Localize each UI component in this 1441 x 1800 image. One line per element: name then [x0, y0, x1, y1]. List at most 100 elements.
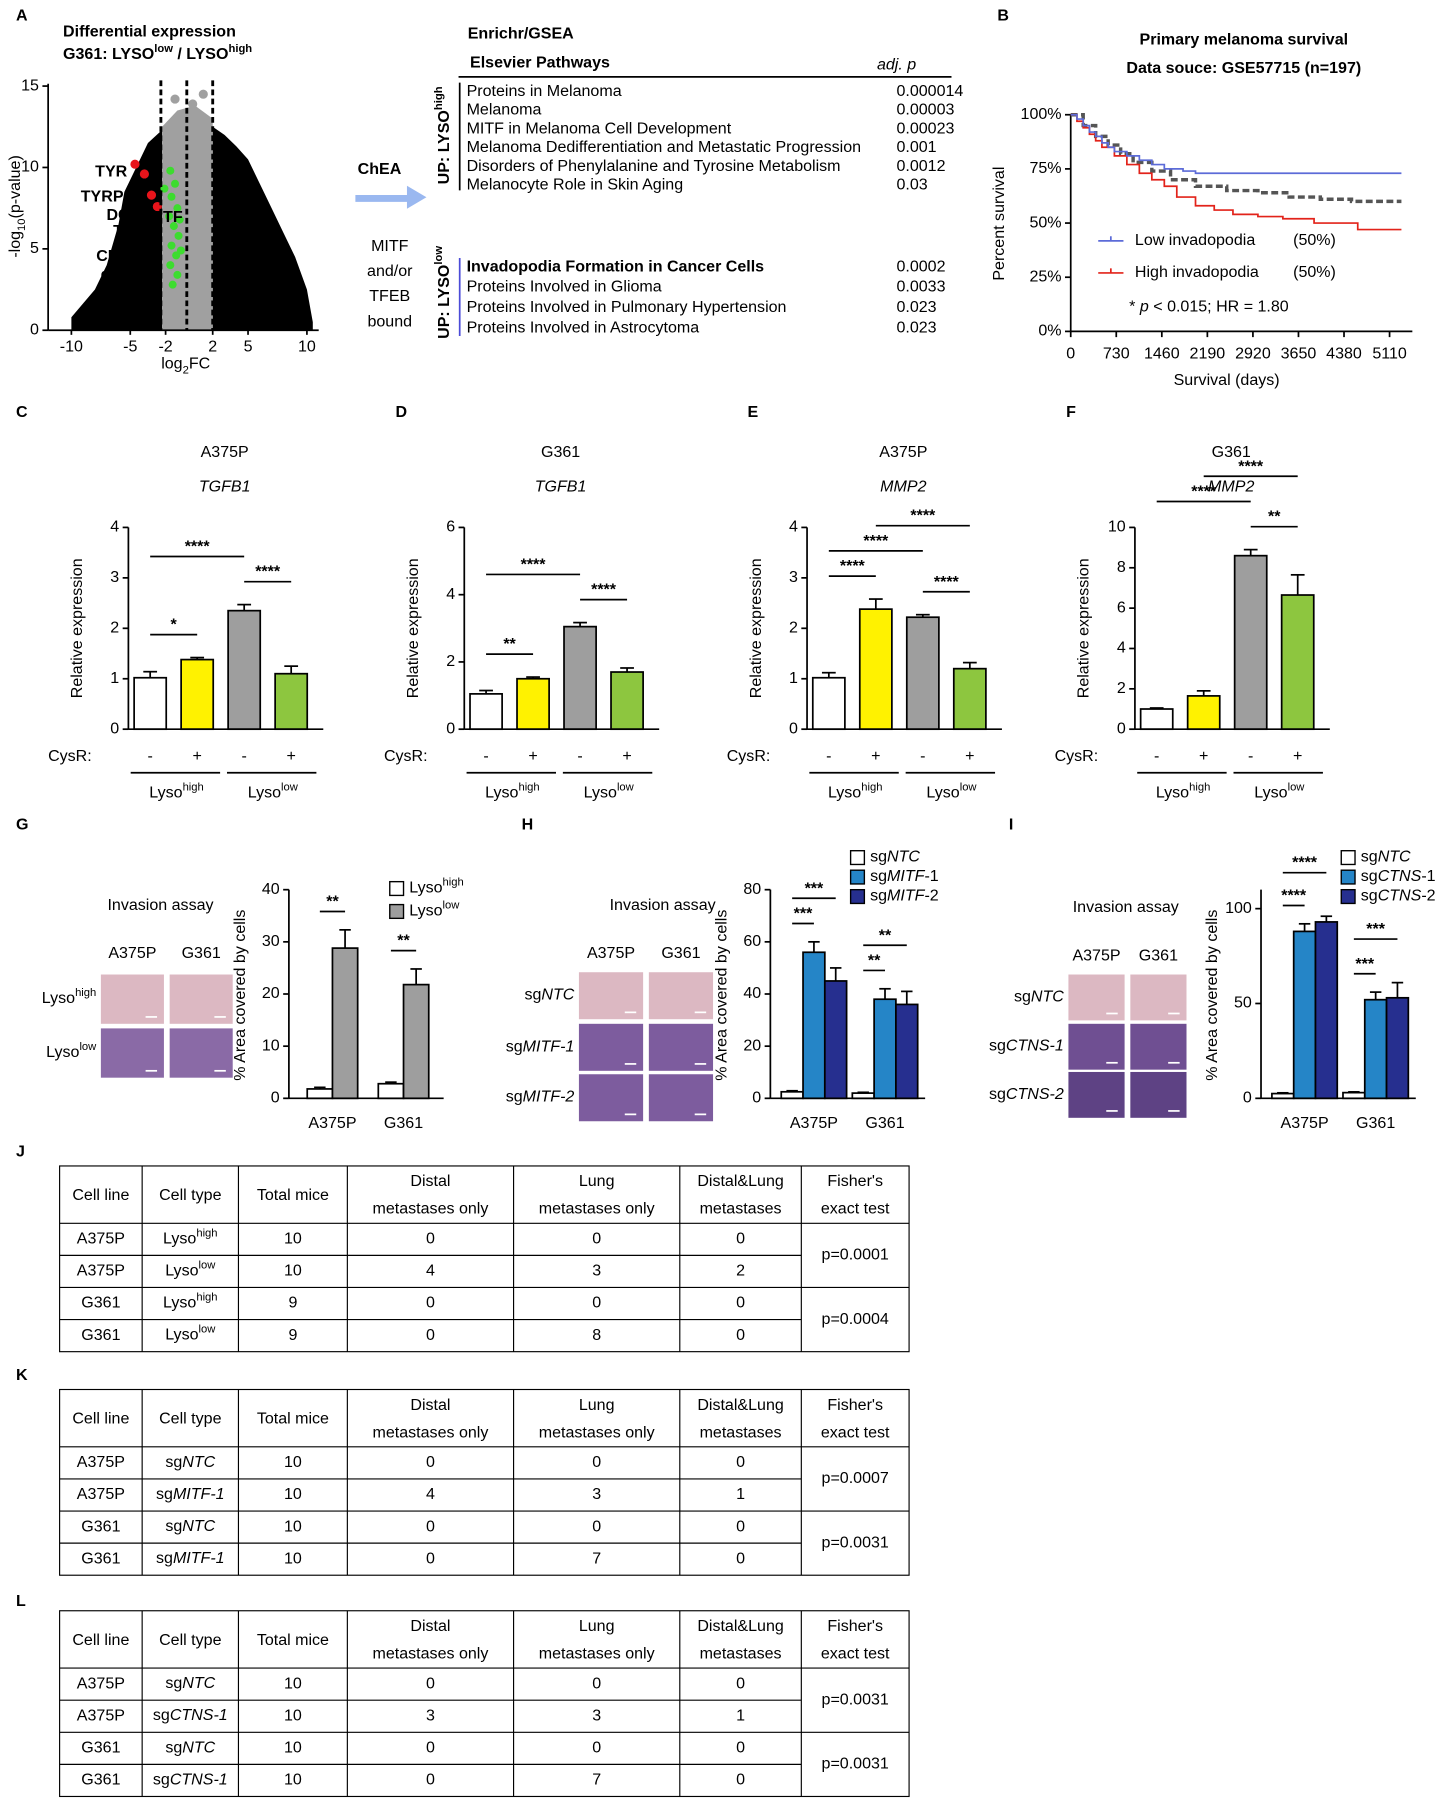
y-tick-label: 0 [30, 320, 39, 338]
error-bar [962, 661, 977, 669]
table-cell: sgMITF-1 [156, 1549, 225, 1567]
panel-label: K [16, 1366, 28, 1384]
micrograph [100, 974, 164, 1024]
table-cell: G361 [81, 1294, 120, 1312]
table-border [59, 1388, 910, 1576]
legend-swatch [849, 869, 866, 885]
x-tick-label: + [622, 747, 631, 765]
x-axis-label: CysR: [48, 747, 92, 765]
text-part: sg [1361, 867, 1378, 885]
survival-curve [1070, 113, 1402, 204]
table-cell: sgNTC [165, 1674, 215, 1692]
y-tick-label: 10 [1108, 518, 1126, 536]
group-label: Lysolow [584, 781, 635, 801]
error-bar [901, 990, 913, 1005]
x-axis-label: CysR: [384, 747, 428, 765]
table-cell: sgMITF-1 [156, 1485, 225, 1503]
gene-label: DC [106, 206, 130, 224]
text-part: sg [153, 1706, 170, 1724]
column-label: A375P [1072, 946, 1120, 964]
table-cell: 10 [284, 1771, 302, 1789]
error-bar [1290, 573, 1305, 596]
legend-label: sgCTNS-2 [1361, 887, 1436, 905]
x-tick-label: 1460 [1144, 345, 1180, 363]
table-cell: 0 [426, 1771, 435, 1789]
significance-label: ** [397, 932, 410, 950]
table-cell: 10 [284, 1485, 302, 1503]
error-bar [237, 603, 252, 611]
error-bar [915, 613, 930, 618]
column-label: A375P [587, 944, 635, 962]
table-cell: 7 [592, 1771, 601, 1789]
table-header: Fisher's [827, 1617, 883, 1635]
table-cell: 4 [426, 1262, 435, 1280]
pathway-p: 0.00003 [896, 101, 954, 119]
text-part: log [161, 355, 182, 373]
bar [1233, 554, 1268, 731]
table-cell: 10 [284, 1674, 302, 1692]
significance-label: **** [910, 507, 936, 525]
chart-subtitle: TGFB1 [535, 478, 587, 496]
significance-label: **** [863, 532, 889, 550]
table-cell: G361 [81, 1517, 120, 1535]
chart-title: Primary melanoma survival [1140, 30, 1349, 48]
table-header: metastases [700, 1200, 782, 1218]
survival-curve [1070, 113, 1402, 231]
table-cell: Lysolow [165, 1324, 216, 1344]
text-part: Lyso [409, 879, 442, 897]
x-tick-label: G361 [865, 1114, 904, 1132]
error-bar [526, 676, 540, 679]
pathway-p: 0.0012 [896, 157, 945, 175]
table-header: Fisher's [827, 1172, 883, 1190]
text-part: NTC [1378, 848, 1411, 866]
group-label: Lysolow [1254, 781, 1305, 801]
enrichment-subtitle: Elsevier Pathways [470, 53, 610, 71]
text-part: -1 [1421, 867, 1435, 885]
significance-label: *** [805, 879, 824, 897]
x-tick-label: - [1248, 747, 1253, 765]
text-part: low [960, 781, 978, 793]
x-axis-label: CysR: [727, 747, 771, 765]
survival-curve [1070, 113, 1402, 175]
text-part: Lyso [165, 1262, 198, 1280]
bar [331, 947, 359, 1100]
table-header: exact test [821, 1423, 890, 1441]
text-part: -1 [924, 867, 938, 885]
text-part: sg [153, 1771, 170, 1789]
y-tick-label: 50% [1029, 213, 1061, 231]
error-bar [857, 1091, 869, 1094]
significance-label: **** [840, 557, 866, 575]
text-part: high [196, 1291, 217, 1303]
error-bar [1348, 1091, 1360, 1093]
table-header: metastases only [373, 1645, 489, 1663]
error-bar [620, 667, 634, 673]
bar [563, 625, 597, 731]
text-part: Lyso [163, 1294, 196, 1312]
table-header: Lung [579, 1396, 615, 1414]
panel-label: H [522, 816, 534, 834]
y-tick-label: 5 [30, 239, 39, 257]
group-label: Lysolow [248, 781, 299, 801]
bar [802, 951, 826, 1100]
text-part: sg [870, 867, 887, 885]
text-part: high [518, 781, 539, 793]
chart-title: A375P [879, 443, 927, 461]
table-header: Distal [410, 1396, 450, 1414]
y-axis-label: -log10(p-value) [6, 155, 28, 257]
gene-set-label: CLEAR [96, 247, 152, 265]
bar [873, 998, 897, 1100]
legend-swatch [1340, 888, 1356, 905]
y-tick-label: 6 [1117, 598, 1126, 616]
table-header: Distal&Lung [697, 1172, 783, 1190]
bar [610, 671, 644, 731]
text-part: sg [506, 1038, 523, 1056]
text-part: high [443, 877, 464, 889]
text-part: low [199, 1259, 217, 1271]
volcano-point [166, 166, 175, 175]
table-cell: 1 [736, 1706, 745, 1724]
group-label: Lysohigh [485, 781, 540, 801]
pathway-p: 0.0002 [896, 257, 945, 275]
text-part: Lyso [584, 784, 617, 802]
tf-label: and/or [367, 262, 413, 280]
pathway-p: 0.00023 [896, 119, 954, 137]
